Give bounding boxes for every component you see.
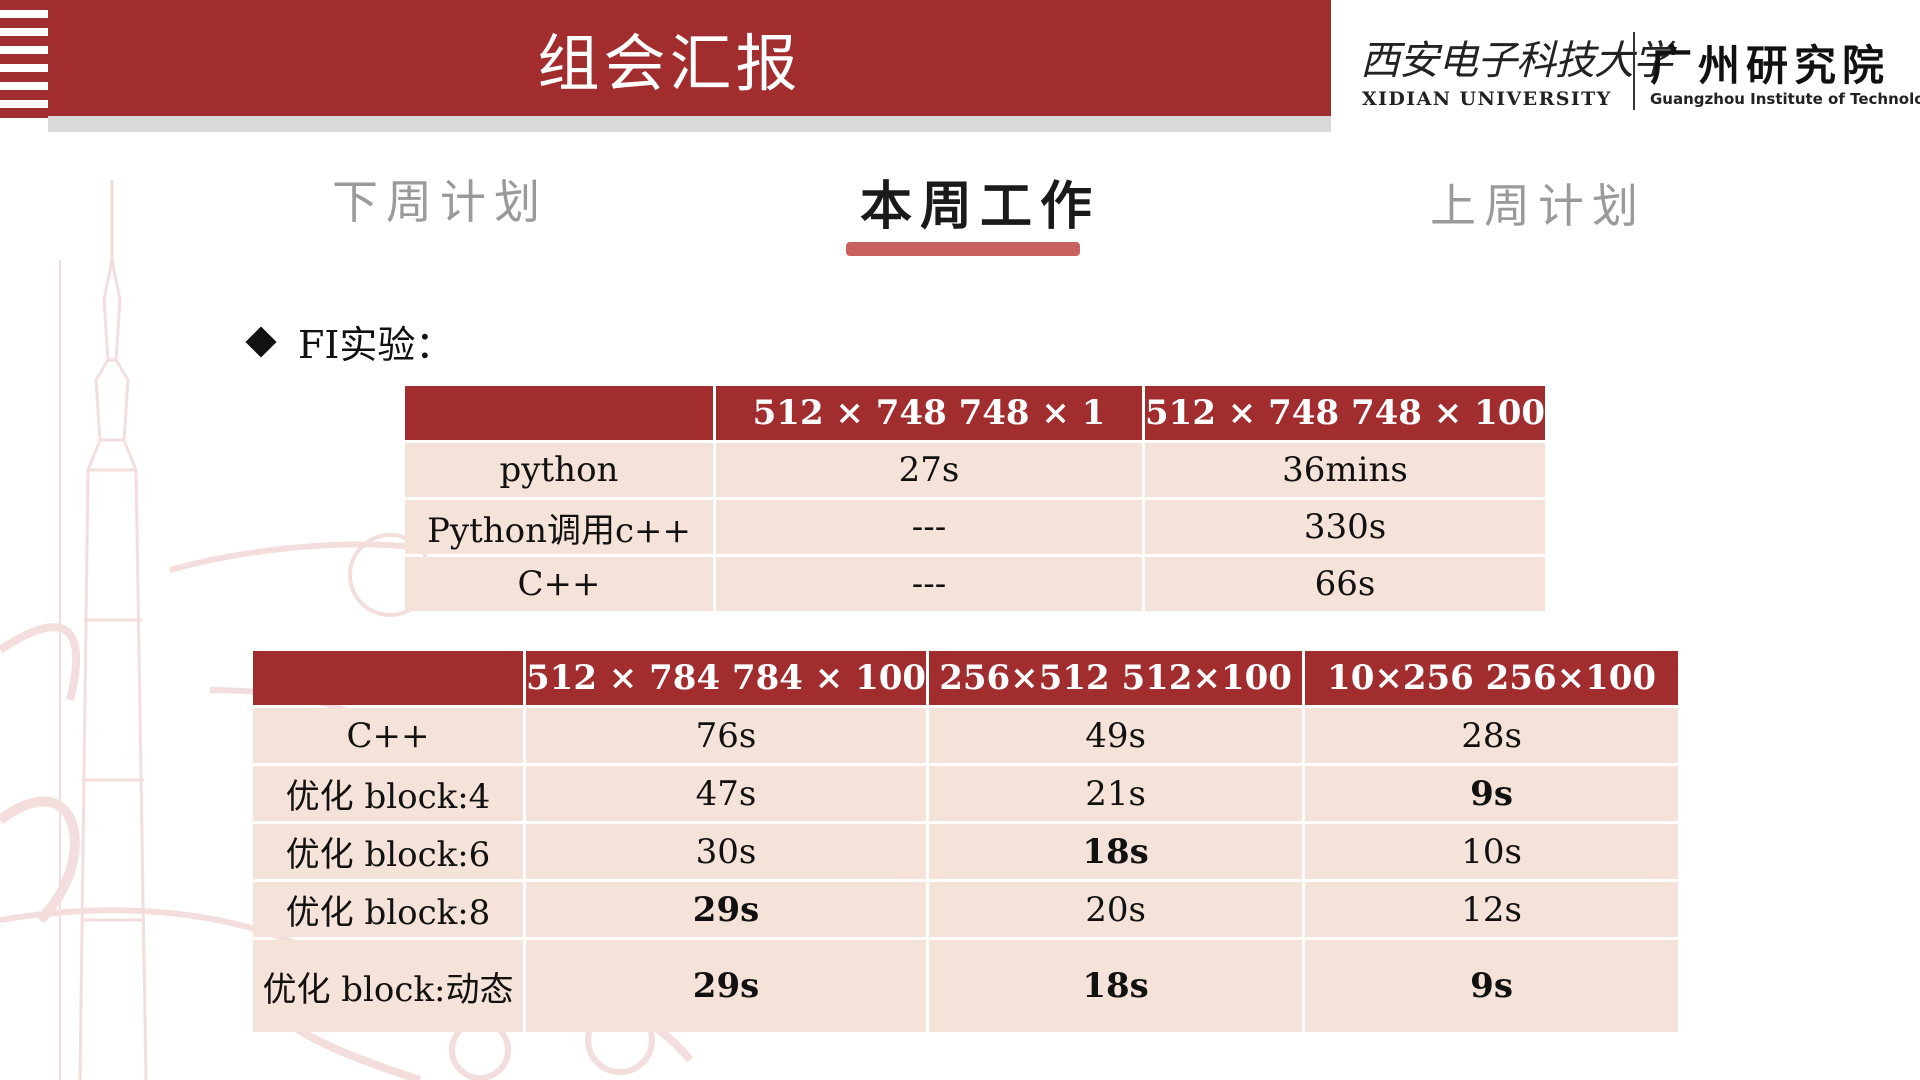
table-header-cell: 512 × 748 748 × 100: [1145, 386, 1546, 440]
table-cell: C++: [253, 708, 523, 763]
table-cell: 18s: [929, 824, 1303, 879]
table-header-cell: 512 × 748 748 × 1: [716, 386, 1142, 440]
table-cell: Python调用c++: [405, 500, 713, 554]
table-cell: 30s: [526, 824, 927, 879]
table-header-row: 512 × 748 748 × 1 512 × 748 748 × 100: [405, 386, 1546, 440]
section-heading: FI实验：: [245, 314, 454, 369]
table-cell: 优化 block:6: [253, 824, 523, 879]
institute-name-cn: 广州研究院: [1650, 41, 1891, 90]
table-cell: C++: [405, 557, 713, 611]
university-name-cn: 西安电子科技大学: [1360, 38, 1673, 84]
table-header-cell: [405, 386, 713, 440]
table-cell: 29s: [526, 882, 927, 937]
table-cell: 76s: [526, 708, 927, 763]
university-logo: 西安电子科技大学 XIDIAN UNIVERSITY 广州研究院 Guangzh…: [1360, 28, 1920, 118]
table-cell: 优化 block:4: [253, 766, 523, 821]
tab-this-week-work[interactable]: 本周工作: [860, 177, 1101, 237]
institute-name-en: Guangzhou Institute of Technology: [1650, 90, 1920, 108]
table-row: C++ --- 66s: [405, 557, 1546, 611]
table-cell: 12s: [1305, 882, 1679, 937]
tab-next-week-plan[interactable]: 下周计划: [332, 175, 548, 229]
title-bar-shadow: [48, 116, 1331, 132]
table-cell: ---: [716, 557, 1142, 611]
table-cell: 9s: [1305, 766, 1679, 821]
timing-table-2: 512 × 784 784 × 100 256×512 512×100 10×2…: [250, 648, 1681, 1035]
table-header-row: 512 × 784 784 × 100 256×512 512×100 10×2…: [253, 651, 1679, 705]
table-cell: 66s: [1145, 557, 1546, 611]
table-cell: 29s: [526, 940, 927, 1032]
section-heading-text: FI实验：: [298, 323, 454, 367]
table-cell: 27s: [716, 443, 1142, 497]
title-bar: 组会汇报: [48, 0, 1331, 116]
tab-last-week-plan[interactable]: 上周计划: [1430, 179, 1646, 233]
timing-table-1: 512 × 748 748 × 1 512 × 748 748 × 100 py…: [402, 383, 1548, 614]
table-cell: 9s: [1305, 940, 1679, 1032]
table-cell: 10s: [1305, 824, 1679, 879]
table-row: 优化 block:6 30s 18s 10s: [253, 824, 1679, 879]
table-row: 优化 block:8 29s 20s 12s: [253, 882, 1679, 937]
table-cell: ---: [716, 500, 1142, 554]
table-header-cell: 512 × 784 784 × 100: [526, 651, 927, 705]
table-row: 优化 block:4 47s 21s 9s: [253, 766, 1679, 821]
table-header-cell: 256×512 512×100: [929, 651, 1303, 705]
table-header-cell: 10×256 256×100: [1305, 651, 1679, 705]
table-cell: 20s: [929, 882, 1303, 937]
table-cell: 36mins: [1145, 443, 1546, 497]
table-cell: 21s: [929, 766, 1303, 821]
table-cell: 330s: [1145, 500, 1546, 554]
table-row: C++ 76s 49s 28s: [253, 708, 1679, 763]
table-row: 优化 block:动态 29s 18s 9s: [253, 940, 1679, 1032]
table-cell: 优化 block:动态: [253, 940, 523, 1032]
table-header-cell: [253, 651, 523, 705]
table-cell: 优化 block:8: [253, 882, 523, 937]
logo-separator: [1633, 32, 1635, 110]
table-cell: 28s: [1305, 708, 1679, 763]
table-cell: 47s: [526, 766, 927, 821]
table-cell: 18s: [929, 940, 1303, 1032]
university-name-en: XIDIAN UNIVERSITY: [1362, 88, 1612, 110]
table-row: Python调用c++ --- 330s: [405, 500, 1546, 554]
deck-title: 组会汇报: [537, 27, 802, 100]
table-row: python 27s 36mins: [405, 443, 1546, 497]
active-tab-underline: [846, 242, 1080, 256]
header-stripes: [0, 0, 48, 134]
diamond-bullet-icon: [245, 325, 277, 358]
table-cell: 49s: [929, 708, 1303, 763]
table-cell: python: [405, 443, 713, 497]
